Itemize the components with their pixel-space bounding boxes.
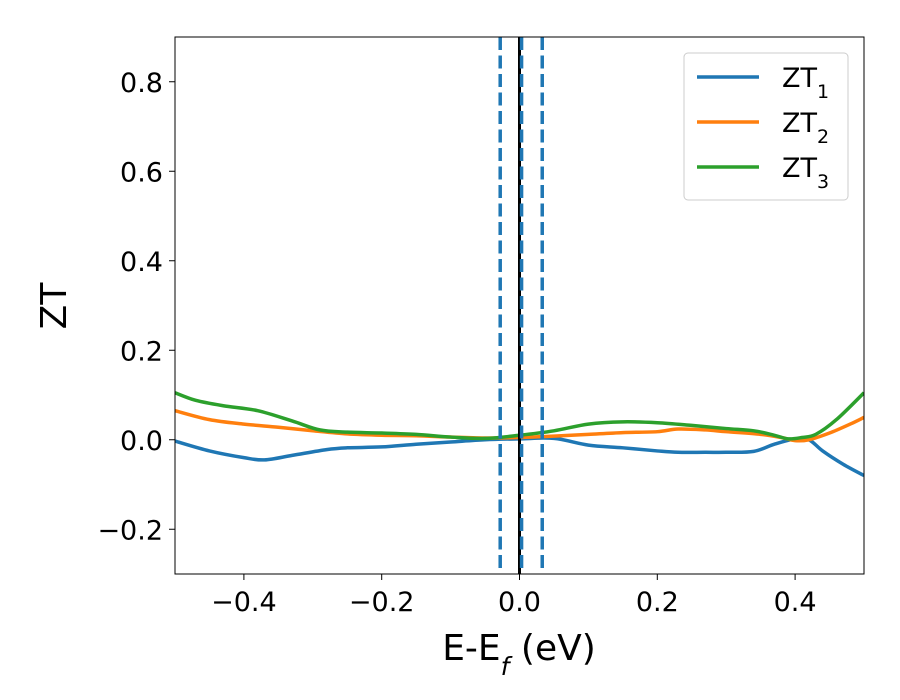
y-tick-label: 0.6 (120, 157, 163, 188)
y-tick-label: 0.8 (120, 68, 163, 99)
y-tick-label: 0.4 (120, 247, 163, 278)
y-axis-ticks: −0.2 0.0 0.2 0.4 0.6 0.8 (97, 68, 175, 546)
x-tick-label: 0.2 (636, 587, 679, 618)
series-line-3 (175, 391, 864, 441)
y-tick-label: −0.2 (97, 515, 163, 546)
x-tick-label: −0.2 (349, 587, 415, 618)
x-axis-ticks: −0.4 −0.2 0.0 0.2 0.4 (211, 574, 817, 618)
x-axis-label: E-Ef (eV) (442, 628, 596, 681)
series-layer (175, 391, 864, 478)
x-tick-label: 0.0 (498, 587, 541, 618)
legend-label-1: ZT1 (782, 63, 829, 103)
x-tick-label: 0.4 (774, 587, 817, 618)
vertical-lines (498, 37, 544, 574)
y-tick-label: 0.2 (120, 336, 163, 367)
legend-label-3: ZT3 (782, 153, 829, 193)
legend-box (683, 52, 849, 201)
y-tick-label: 0.0 (120, 426, 163, 457)
legend: ZT1 ZT2 ZT3 (683, 52, 849, 201)
y-axis-label: ZT (34, 282, 75, 330)
series-line-2 (175, 408, 864, 443)
x-tick-label: −0.4 (211, 587, 277, 618)
legend-label-2: ZT2 (782, 108, 829, 148)
